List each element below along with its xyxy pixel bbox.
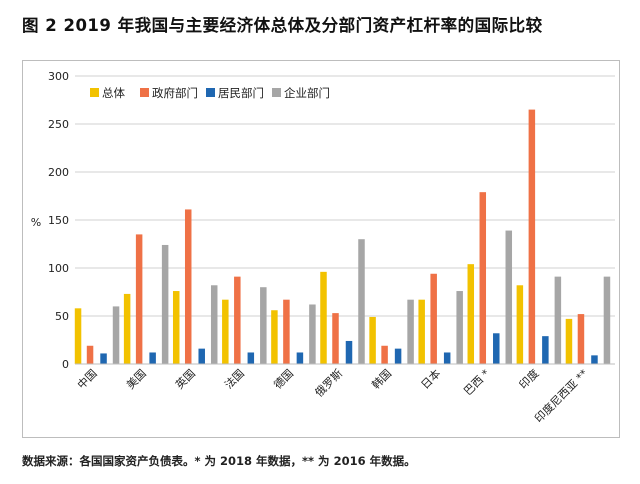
legend-label: 企业部门 [284,86,330,100]
data-source-note: 数据来源：各国国家资产负债表。* 为 2018 年数据，** 为 2016 年数… [22,454,416,468]
bar-3-7 [394,348,402,364]
bar-2-10 [528,109,536,364]
y-tick-label: 150 [48,214,69,227]
bar-1-5 [271,310,278,364]
bar-1-1 [74,308,82,364]
x-tick-label: 印度尼西亚 ** [532,366,591,425]
bar-3-3 [198,348,205,364]
bar-3-4 [247,352,255,364]
y-tick-label: 0 [62,358,69,371]
x-tick-label: 中国 [75,367,100,392]
bar-2-6 [332,313,339,364]
bar-1-4 [222,299,229,364]
x-tick-label: 巴西 * [461,367,492,398]
bar-4-3 [210,285,218,364]
bar-4-4 [260,287,267,364]
bar-3-2 [149,352,156,364]
bar-4-5 [309,304,316,364]
legend-swatch [90,88,99,97]
bar-2-7 [381,345,388,364]
y-tick-label: 200 [48,166,69,179]
bar-3-6 [345,340,353,364]
legend-swatch [272,88,281,97]
x-tick-label: 日本 [418,366,443,391]
bar-1-9 [467,264,475,364]
bar-4-10 [554,276,562,364]
bar-2-4 [234,276,241,364]
x-tick-label: 韩国 [369,366,394,391]
chart-title: 图 2 2019 年我国与主要经济体总体及分部门资产杠杆率的国际比较 [22,16,543,35]
bar-1-6 [320,271,327,364]
bar-3-11 [591,355,598,364]
bar-4-11 [603,276,611,364]
bar-3-5 [296,352,304,364]
x-tick-label: 印度 [516,366,541,391]
legend-swatch [140,88,149,97]
chart-area [22,60,620,438]
y-tick-label: 50 [55,310,69,323]
bar-4-8 [456,291,463,364]
legend-swatch [206,88,215,97]
bar-1-10 [516,285,524,364]
bar-chart: 0 50 100 150 200 250 300% 中国 美国 英国 法国 德国 俄罗斯 韩国 日本 巴西 *… [31,70,615,425]
bar-2-2 [135,234,143,364]
x-tick-label: 俄罗斯 [313,367,346,400]
bar-2-8 [430,273,437,364]
bar-3-10 [542,336,549,364]
y-tick-label: 300 [48,70,69,83]
bar-4-6 [358,239,365,364]
bar-3-9 [493,333,500,364]
bar-2-11 [577,314,585,364]
bar-2-5 [283,299,290,364]
x-tick-label: 法国 [221,366,246,391]
x-tick-label: 英国 [172,366,197,391]
legend-label: 居民部门 [218,86,264,100]
bar-2-3 [184,209,192,364]
bar-4-1 [112,306,120,364]
x-tick-label: 德国 [271,366,296,391]
x-tick-label: 美国 [124,367,149,392]
bar-4-9 [505,230,513,364]
bar-3-8 [443,352,451,364]
bar-1-7 [369,316,376,364]
y-tick-label: 100 [48,262,69,275]
bar-4-7 [407,299,414,364]
legend-label: 总体 [102,86,125,100]
bar-1-3 [172,291,180,364]
bar-3-1 [100,353,107,364]
legend-label: 政府部门 [152,86,198,100]
bar-1-8 [418,299,425,364]
bar-2-9 [479,192,487,364]
y-axis-label: % [31,216,41,229]
bar-1-11 [565,318,573,364]
bar-2-1 [86,345,94,364]
bar-1-2 [123,293,131,364]
bar-4-2 [161,244,169,364]
y-tick-label: 250 [48,118,69,131]
